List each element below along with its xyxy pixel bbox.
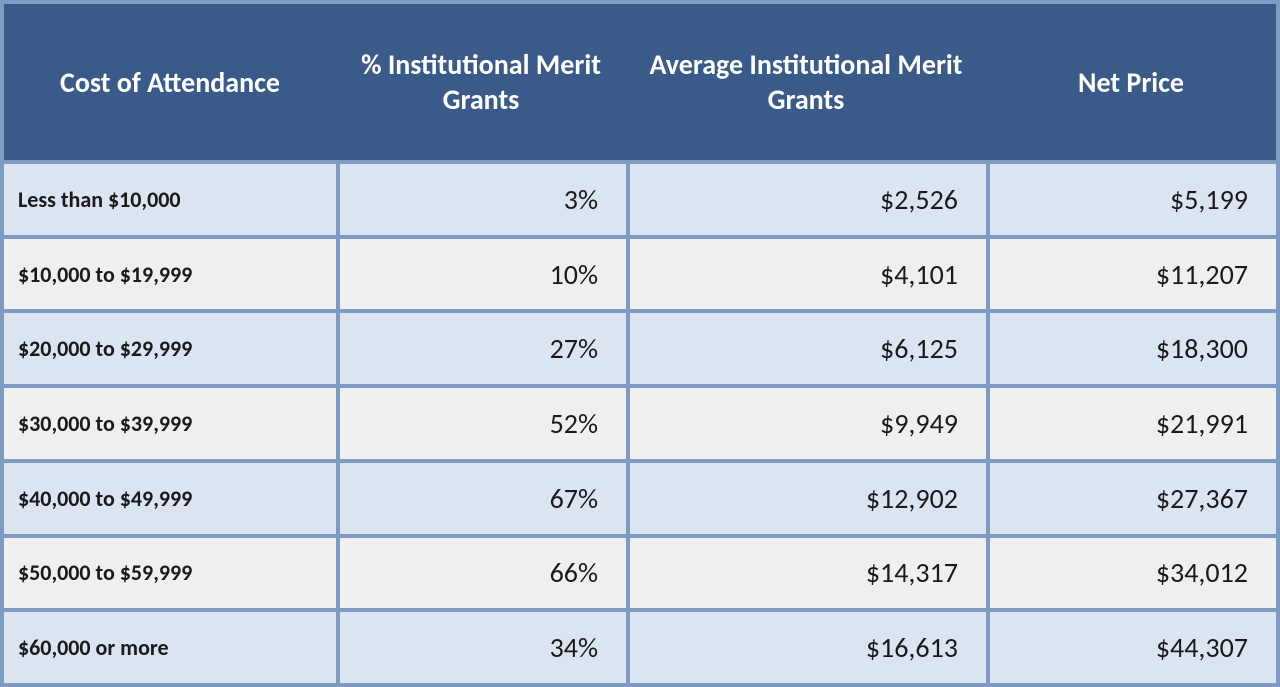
col-header-net-price: Net Price (986, 4, 1276, 160)
cell-avg: $12,902 (626, 463, 986, 534)
col-header-cost: Cost of Attendance (4, 4, 336, 160)
cell-net: $34,012 (986, 538, 1276, 609)
cell-pct: 67% (336, 463, 626, 534)
cell-pct: 3% (336, 164, 626, 235)
col-header-pct: % Institutional Merit Grants (336, 4, 626, 160)
table-header-row: Cost of Attendance % Institutional Merit… (4, 4, 1276, 164)
cell-cost: $40,000 to $49,999 (4, 463, 336, 534)
cell-avg: $9,949 (626, 388, 986, 459)
cell-cost: $30,000 to $39,999 (4, 388, 336, 459)
table-row: $10,000 to $19,999 10% $4,101 $11,207 (4, 235, 1276, 310)
table-row: $20,000 to $29,999 27% $6,125 $18,300 (4, 309, 1276, 384)
table-row: Less than $10,000 3% $2,526 $5,199 (4, 164, 1276, 235)
cell-avg: $4,101 (626, 239, 986, 310)
cell-pct: 66% (336, 538, 626, 609)
table-body: Less than $10,000 3% $2,526 $5,199 $10,0… (4, 164, 1276, 683)
cell-cost: $20,000 to $29,999 (4, 313, 336, 384)
table-row: $30,000 to $39,999 52% $9,949 $21,991 (4, 384, 1276, 459)
cell-cost: $60,000 or more (4, 612, 336, 683)
cell-cost: Less than $10,000 (4, 164, 336, 235)
cell-avg: $6,125 (626, 313, 986, 384)
table-row: $40,000 to $49,999 67% $12,902 $27,367 (4, 459, 1276, 534)
col-header-avg: Average Institutional Merit Grants (626, 4, 986, 160)
cell-cost: $50,000 to $59,999 (4, 538, 336, 609)
cell-net: $21,991 (986, 388, 1276, 459)
cell-net: $44,307 (986, 612, 1276, 683)
table-row: $50,000 to $59,999 66% $14,317 $34,012 (4, 534, 1276, 609)
table-row: $60,000 or more 34% $16,613 $44,307 (4, 608, 1276, 683)
cell-net: $11,207 (986, 239, 1276, 310)
cell-avg: $16,613 (626, 612, 986, 683)
cell-net: $27,367 (986, 463, 1276, 534)
cell-pct: 10% (336, 239, 626, 310)
cell-pct: 27% (336, 313, 626, 384)
cell-pct: 52% (336, 388, 626, 459)
cell-pct: 34% (336, 612, 626, 683)
cell-avg: $14,317 (626, 538, 986, 609)
cell-net: $5,199 (986, 164, 1276, 235)
cell-cost: $10,000 to $19,999 (4, 239, 336, 310)
cell-avg: $2,526 (626, 164, 986, 235)
cell-net: $18,300 (986, 313, 1276, 384)
merit-grants-table: Cost of Attendance % Institutional Merit… (0, 0, 1280, 687)
